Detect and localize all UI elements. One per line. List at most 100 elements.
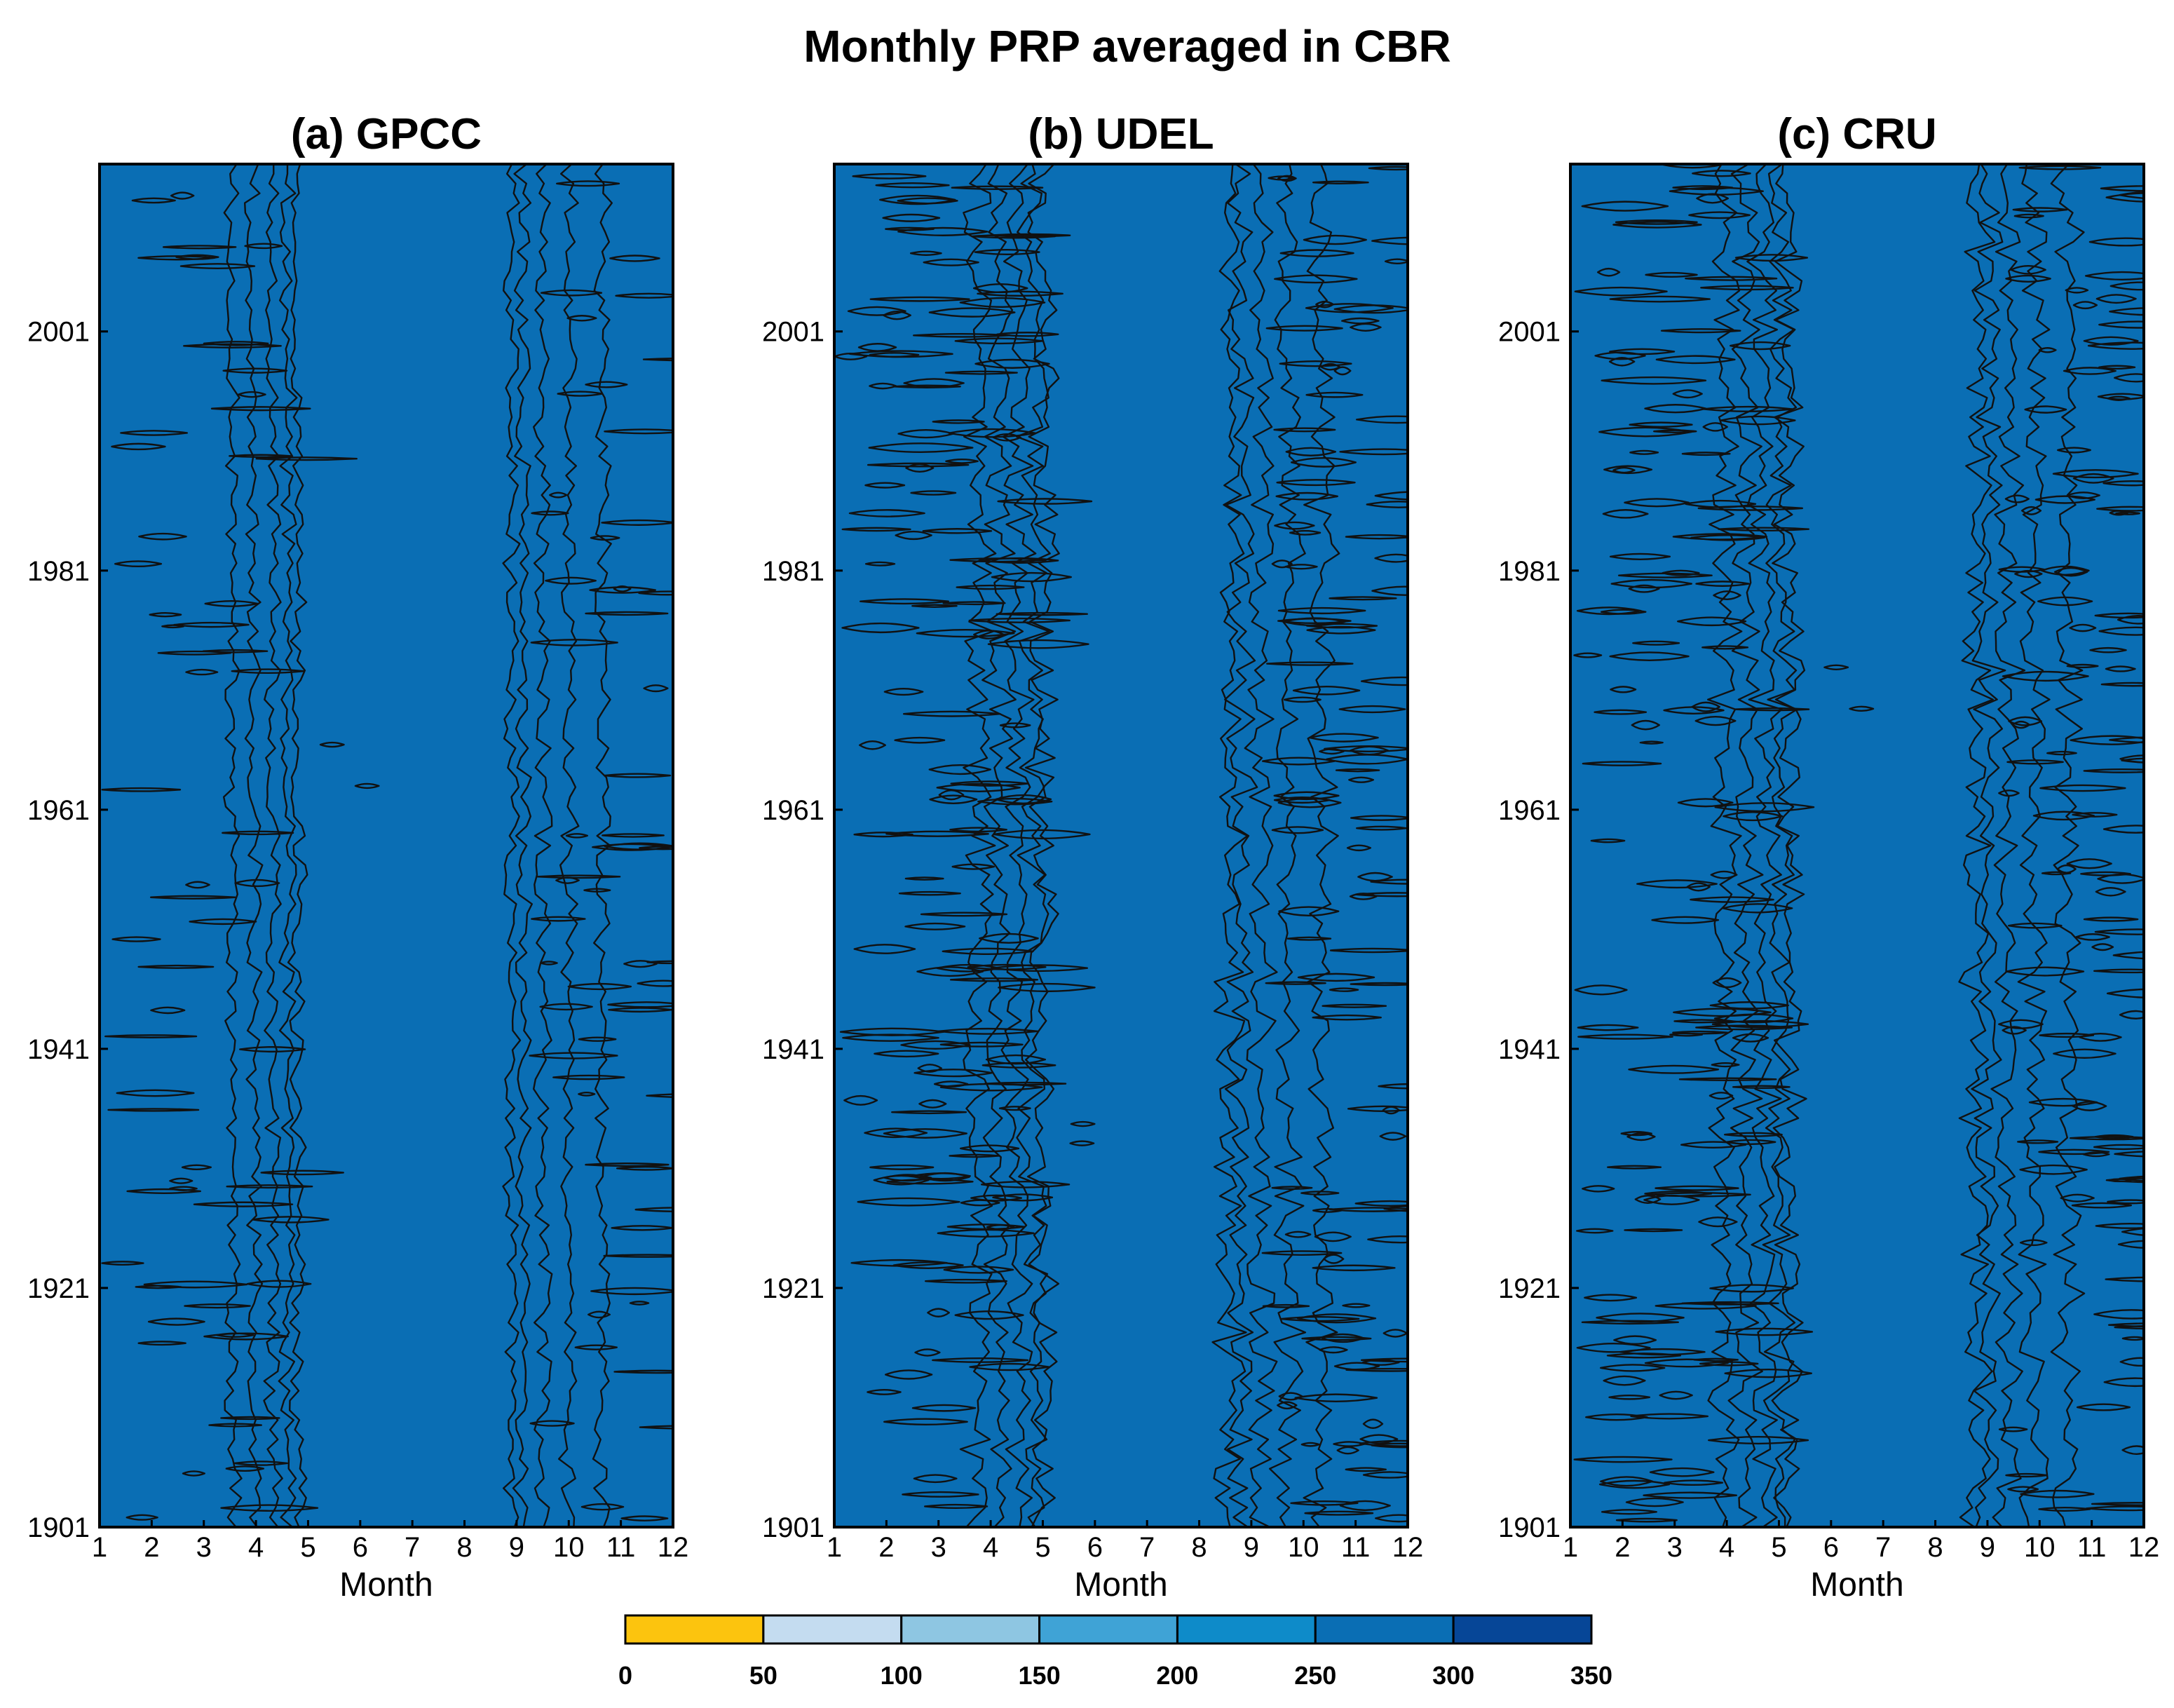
- contour-streak: [578, 1092, 596, 1097]
- contour-streak: [1314, 1231, 1352, 1242]
- contour-field: [834, 164, 1408, 1527]
- contour-streak: [1709, 1001, 1789, 1010]
- figure-title: Monthly PRP averaged in CBR: [803, 21, 1451, 72]
- contour-streak: [853, 944, 916, 954]
- contour-streak: [1613, 1335, 1657, 1345]
- contour-streak: [960, 1199, 1000, 1207]
- contour-streak: [1262, 1303, 1310, 1308]
- colorbar-swatch: [1452, 1614, 1593, 1645]
- contour-streak: [2097, 873, 2144, 884]
- contour-streak: [1695, 581, 1750, 587]
- contour-streak: [864, 1127, 928, 1139]
- contour-streak: [2082, 1151, 2110, 1158]
- contour-streak: [1581, 1320, 1679, 1325]
- y-tick-label: 1941: [27, 1034, 90, 1065]
- x-tick-label: 8: [1191, 1532, 1207, 1563]
- contour-streak: [1672, 389, 1703, 399]
- contour-streak: [252, 1216, 330, 1224]
- contour-streak: [834, 352, 868, 360]
- contour-streak: [1732, 1033, 1769, 1043]
- contour-streak: [1367, 1235, 1408, 1244]
- contour-streak: [2039, 1032, 2095, 1038]
- contour-streak: [1711, 1062, 1740, 1068]
- contour-streak: [891, 1110, 967, 1115]
- contour-streak: [107, 1108, 200, 1112]
- contour-streak: [1695, 1024, 1793, 1031]
- contour-streak: [1329, 947, 1408, 954]
- contour-streak: [2110, 281, 2144, 291]
- contour-streak: [1276, 479, 1356, 487]
- contour-band-level-3: [981, 164, 1307, 1527]
- y-tick-label: 1961: [27, 795, 90, 826]
- contour-streak: [185, 668, 219, 676]
- contour-streak: [1278, 906, 1340, 917]
- contour-streak: [2018, 165, 2102, 170]
- contour-streak: [1576, 1343, 1651, 1353]
- contour-streak: [904, 876, 944, 881]
- contour-streak: [1371, 585, 1408, 596]
- contour-streak: [1597, 267, 1621, 277]
- contour-streak: [1368, 165, 1408, 171]
- contour-streak: [2072, 473, 2114, 484]
- contour-streak: [531, 510, 569, 516]
- contour-streak: [1339, 1500, 1391, 1511]
- contour-streak: [114, 560, 163, 568]
- contour-streak: [585, 611, 669, 616]
- contour-streak: [2017, 1139, 2059, 1144]
- contour-streak: [1573, 1456, 1673, 1463]
- contour-streak: [2065, 287, 2089, 294]
- contour-streak: [2004, 494, 2030, 503]
- contour-streak: [101, 787, 182, 792]
- contour-streak: [1279, 360, 1352, 367]
- contour-streak: [1335, 768, 1380, 773]
- contour-streak: [1360, 1357, 1408, 1363]
- contour-background: [1570, 164, 2144, 1527]
- contour-streak: [1350, 815, 1408, 821]
- contour-streak: [1271, 1186, 1313, 1191]
- contour-streak: [1378, 1083, 1408, 1090]
- x-tick-label: 3: [1667, 1532, 1683, 1563]
- contour-streak: [2020, 1489, 2095, 1498]
- contour-streak: [2107, 1199, 2144, 1205]
- contour-streak: [2013, 213, 2044, 219]
- contour-streak: [2112, 951, 2144, 960]
- contour-streak: [2117, 615, 2144, 625]
- contour-streak: [137, 964, 215, 969]
- x-axis-label: Month: [1074, 1566, 1167, 1604]
- contour-streak: [1594, 351, 1646, 360]
- contour-streak: [999, 722, 1031, 728]
- contour-streak: [2093, 1144, 2144, 1151]
- contour-streak: [848, 509, 925, 517]
- y-tick-label: 1941: [1498, 1034, 1561, 1065]
- contour-streak: [638, 590, 673, 596]
- contour-streak: [210, 406, 311, 412]
- contour-streak: [549, 492, 568, 499]
- contour-streak: [184, 1303, 251, 1309]
- contour-streak: [2098, 365, 2136, 370]
- contour-streak: [972, 283, 1028, 294]
- contour-streak: [1690, 896, 1774, 903]
- contour-streak: [2084, 271, 2144, 280]
- contour-streak: [2075, 933, 2110, 941]
- contour-streak: [2020, 506, 2042, 515]
- contour-streak: [2098, 626, 2144, 636]
- contour-streak: [1608, 357, 1636, 367]
- contour-streak: [1643, 1491, 1738, 1499]
- contour-streak: [589, 586, 657, 594]
- contour-band-level-4: [223, 164, 613, 1527]
- contour-streak: [1651, 916, 1720, 924]
- x-axis-label: Month: [1810, 1566, 1903, 1604]
- contour-streak: [1624, 1228, 1683, 1233]
- contour-streak: [1609, 348, 1676, 355]
- contour-streak: [1300, 1191, 1340, 1195]
- contour-streak: [2089, 646, 2127, 653]
- contour-streak: [643, 684, 669, 693]
- x-tick-label: 3: [196, 1532, 212, 1563]
- contour-streak: [179, 263, 256, 269]
- contour-streak: [101, 1261, 144, 1266]
- contour-streak: [959, 297, 1046, 309]
- y-tick-label: 1921: [762, 1273, 824, 1304]
- contour-streak: [1266, 661, 1354, 666]
- contour-band-level-4: [959, 164, 1340, 1527]
